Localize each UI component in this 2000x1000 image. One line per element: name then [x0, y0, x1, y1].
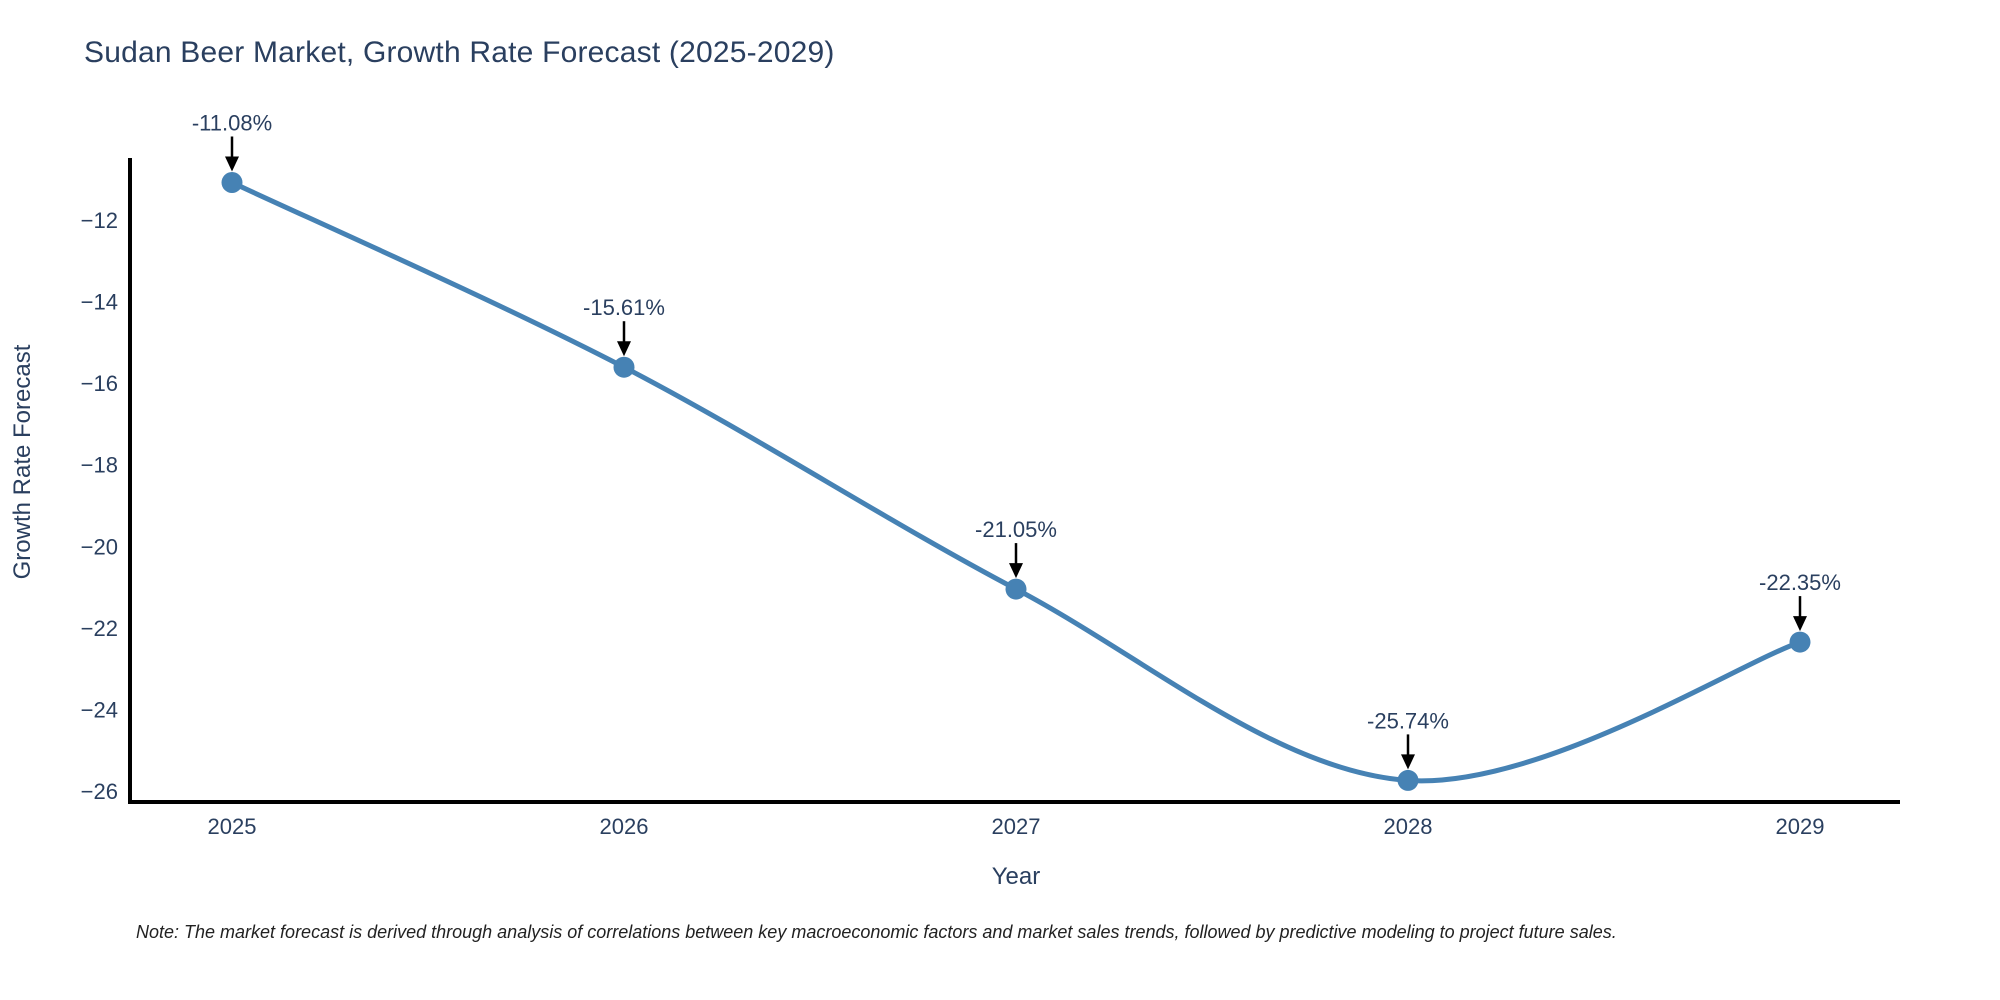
y-tick-label: −12: [81, 208, 118, 233]
y-tick-label: −16: [81, 371, 118, 396]
data-point-marker[interactable]: [1789, 631, 1811, 653]
y-tick-label: −22: [81, 616, 118, 641]
annotation-arrowhead-icon: [1401, 754, 1415, 770]
annotation-label: -21.05%: [975, 517, 1057, 542]
y-axis-title: Growth Rate Forecast: [9, 344, 36, 579]
chart-title: Sudan Beer Market, Growth Rate Forecast …: [84, 36, 835, 69]
footnote: Note: The market forecast is derived thr…: [136, 922, 1617, 942]
y-tick-label: −18: [81, 453, 118, 478]
data-point-marker[interactable]: [1005, 578, 1027, 600]
data-point-marker[interactable]: [613, 356, 635, 378]
x-tick-label: 2026: [600, 814, 649, 839]
x-axis-title: Year: [992, 863, 1041, 890]
y-tick-label: −24: [81, 697, 118, 722]
y-tick-label: −14: [81, 290, 118, 315]
annotation-arrowhead-icon: [225, 156, 239, 172]
data-point-marker[interactable]: [221, 172, 243, 193]
forecast-line: [229, 180, 1803, 784]
annotation-arrowhead-icon: [1009, 563, 1023, 579]
annotation-arrowhead-icon: [1793, 616, 1807, 632]
x-tick-label: 2029: [1776, 814, 1825, 839]
annotation-arrowhead-icon: [617, 341, 631, 357]
x-tick-label: 2025: [208, 814, 257, 839]
y-tick-label: −20: [81, 534, 118, 559]
annotation-label: -15.61%: [583, 295, 665, 320]
y-tick-label: −26: [81, 779, 118, 804]
data-point-marker[interactable]: [1397, 769, 1419, 791]
x-tick-label: 2027: [992, 814, 1041, 839]
annotation-label: -25.74%: [1367, 708, 1449, 733]
annotation-label: -11.08%: [192, 111, 272, 136]
annotation-label: -22.35%: [1759, 570, 1841, 595]
x-tick-label: 2028: [1384, 814, 1433, 839]
